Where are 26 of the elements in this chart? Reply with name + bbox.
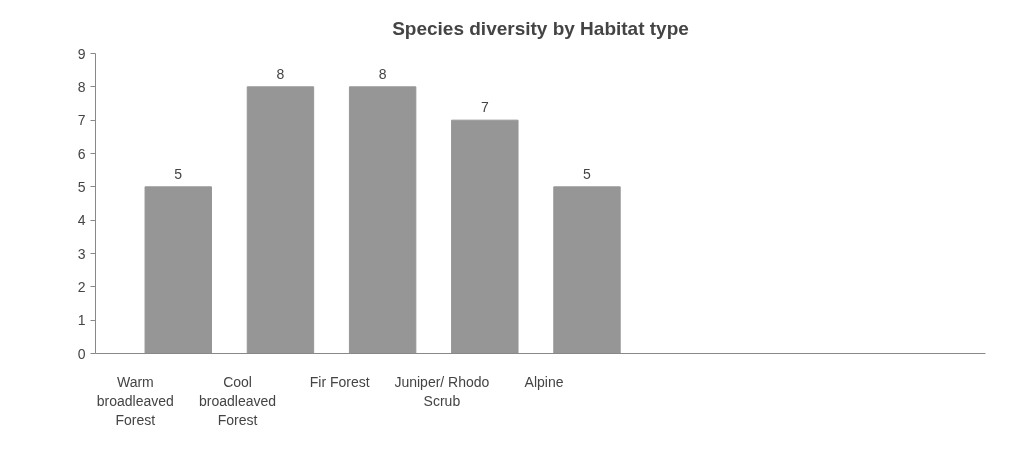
y-tick-label: 4	[77, 212, 86, 229]
bar	[553, 186, 621, 354]
y-tick-label: 7	[77, 112, 86, 129]
y-tick-label: 8	[77, 78, 86, 95]
x-tick-label: Fir Forest	[309, 373, 370, 390]
y-tick-label: 3	[77, 245, 86, 262]
bar	[246, 86, 315, 354]
y-tick-label: 2	[77, 278, 86, 295]
bar	[348, 86, 417, 354]
x-tick-label: Alpine	[524, 373, 564, 390]
y-tick-label: 9	[77, 45, 86, 62]
y-tick-label: 6	[77, 145, 86, 162]
x-tick-label: Juniper/ Rhodo Scrub	[394, 373, 490, 409]
data-label: 5	[174, 165, 183, 182]
bar	[451, 119, 519, 354]
y-tick-label: 0	[77, 345, 86, 362]
y-tick-label: 1	[77, 312, 86, 329]
y-tick-label: 5	[77, 178, 86, 195]
chart-title: Species diversity by Habitat type	[392, 17, 689, 39]
data-label: 8	[378, 65, 387, 82]
x-tick-label: Warm broadleaved Forest	[96, 373, 174, 428]
bar	[144, 186, 212, 354]
data-label: 5	[583, 165, 592, 182]
data-label: 8	[276, 65, 285, 82]
x-tick-label: Cool broadleaved Forest	[199, 373, 277, 428]
data-label: 7	[480, 99, 489, 116]
